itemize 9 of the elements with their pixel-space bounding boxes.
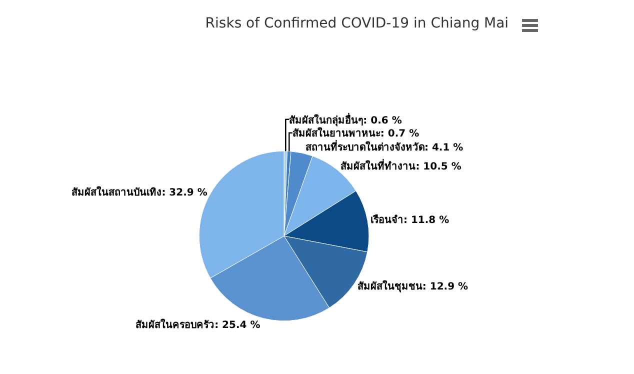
slice-label: สถานที่ระบาดในต่างจังหวัด: 4.1 % [305, 139, 464, 154]
slice-label: สัมผัสในชุมชน: 12.9 % [357, 279, 468, 292]
slice-label: เรือนจำ: 11.8 % [370, 214, 450, 226]
chart-title: Risks of Confirmed COVID-19 in Chiang Mai [205, 15, 509, 32]
slice-label: สัมผัสในครอบครัว: 25.4 % [136, 318, 260, 331]
slice-label: สัมผัสในกลุ่มอื่นๆ: 0.6 % [289, 112, 402, 126]
slice-label: สัมผัสในที่ทำงาน: 10.5 % [340, 158, 462, 173]
slice-label: สัมผัสในยานพาหนะ: 0.7 % [292, 126, 420, 140]
slice-label: สัมผัสในสถานบันเทิง: 32.9 % [72, 185, 208, 198]
